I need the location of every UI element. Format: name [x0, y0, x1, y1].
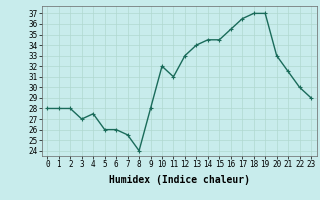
X-axis label: Humidex (Indice chaleur): Humidex (Indice chaleur): [109, 175, 250, 185]
